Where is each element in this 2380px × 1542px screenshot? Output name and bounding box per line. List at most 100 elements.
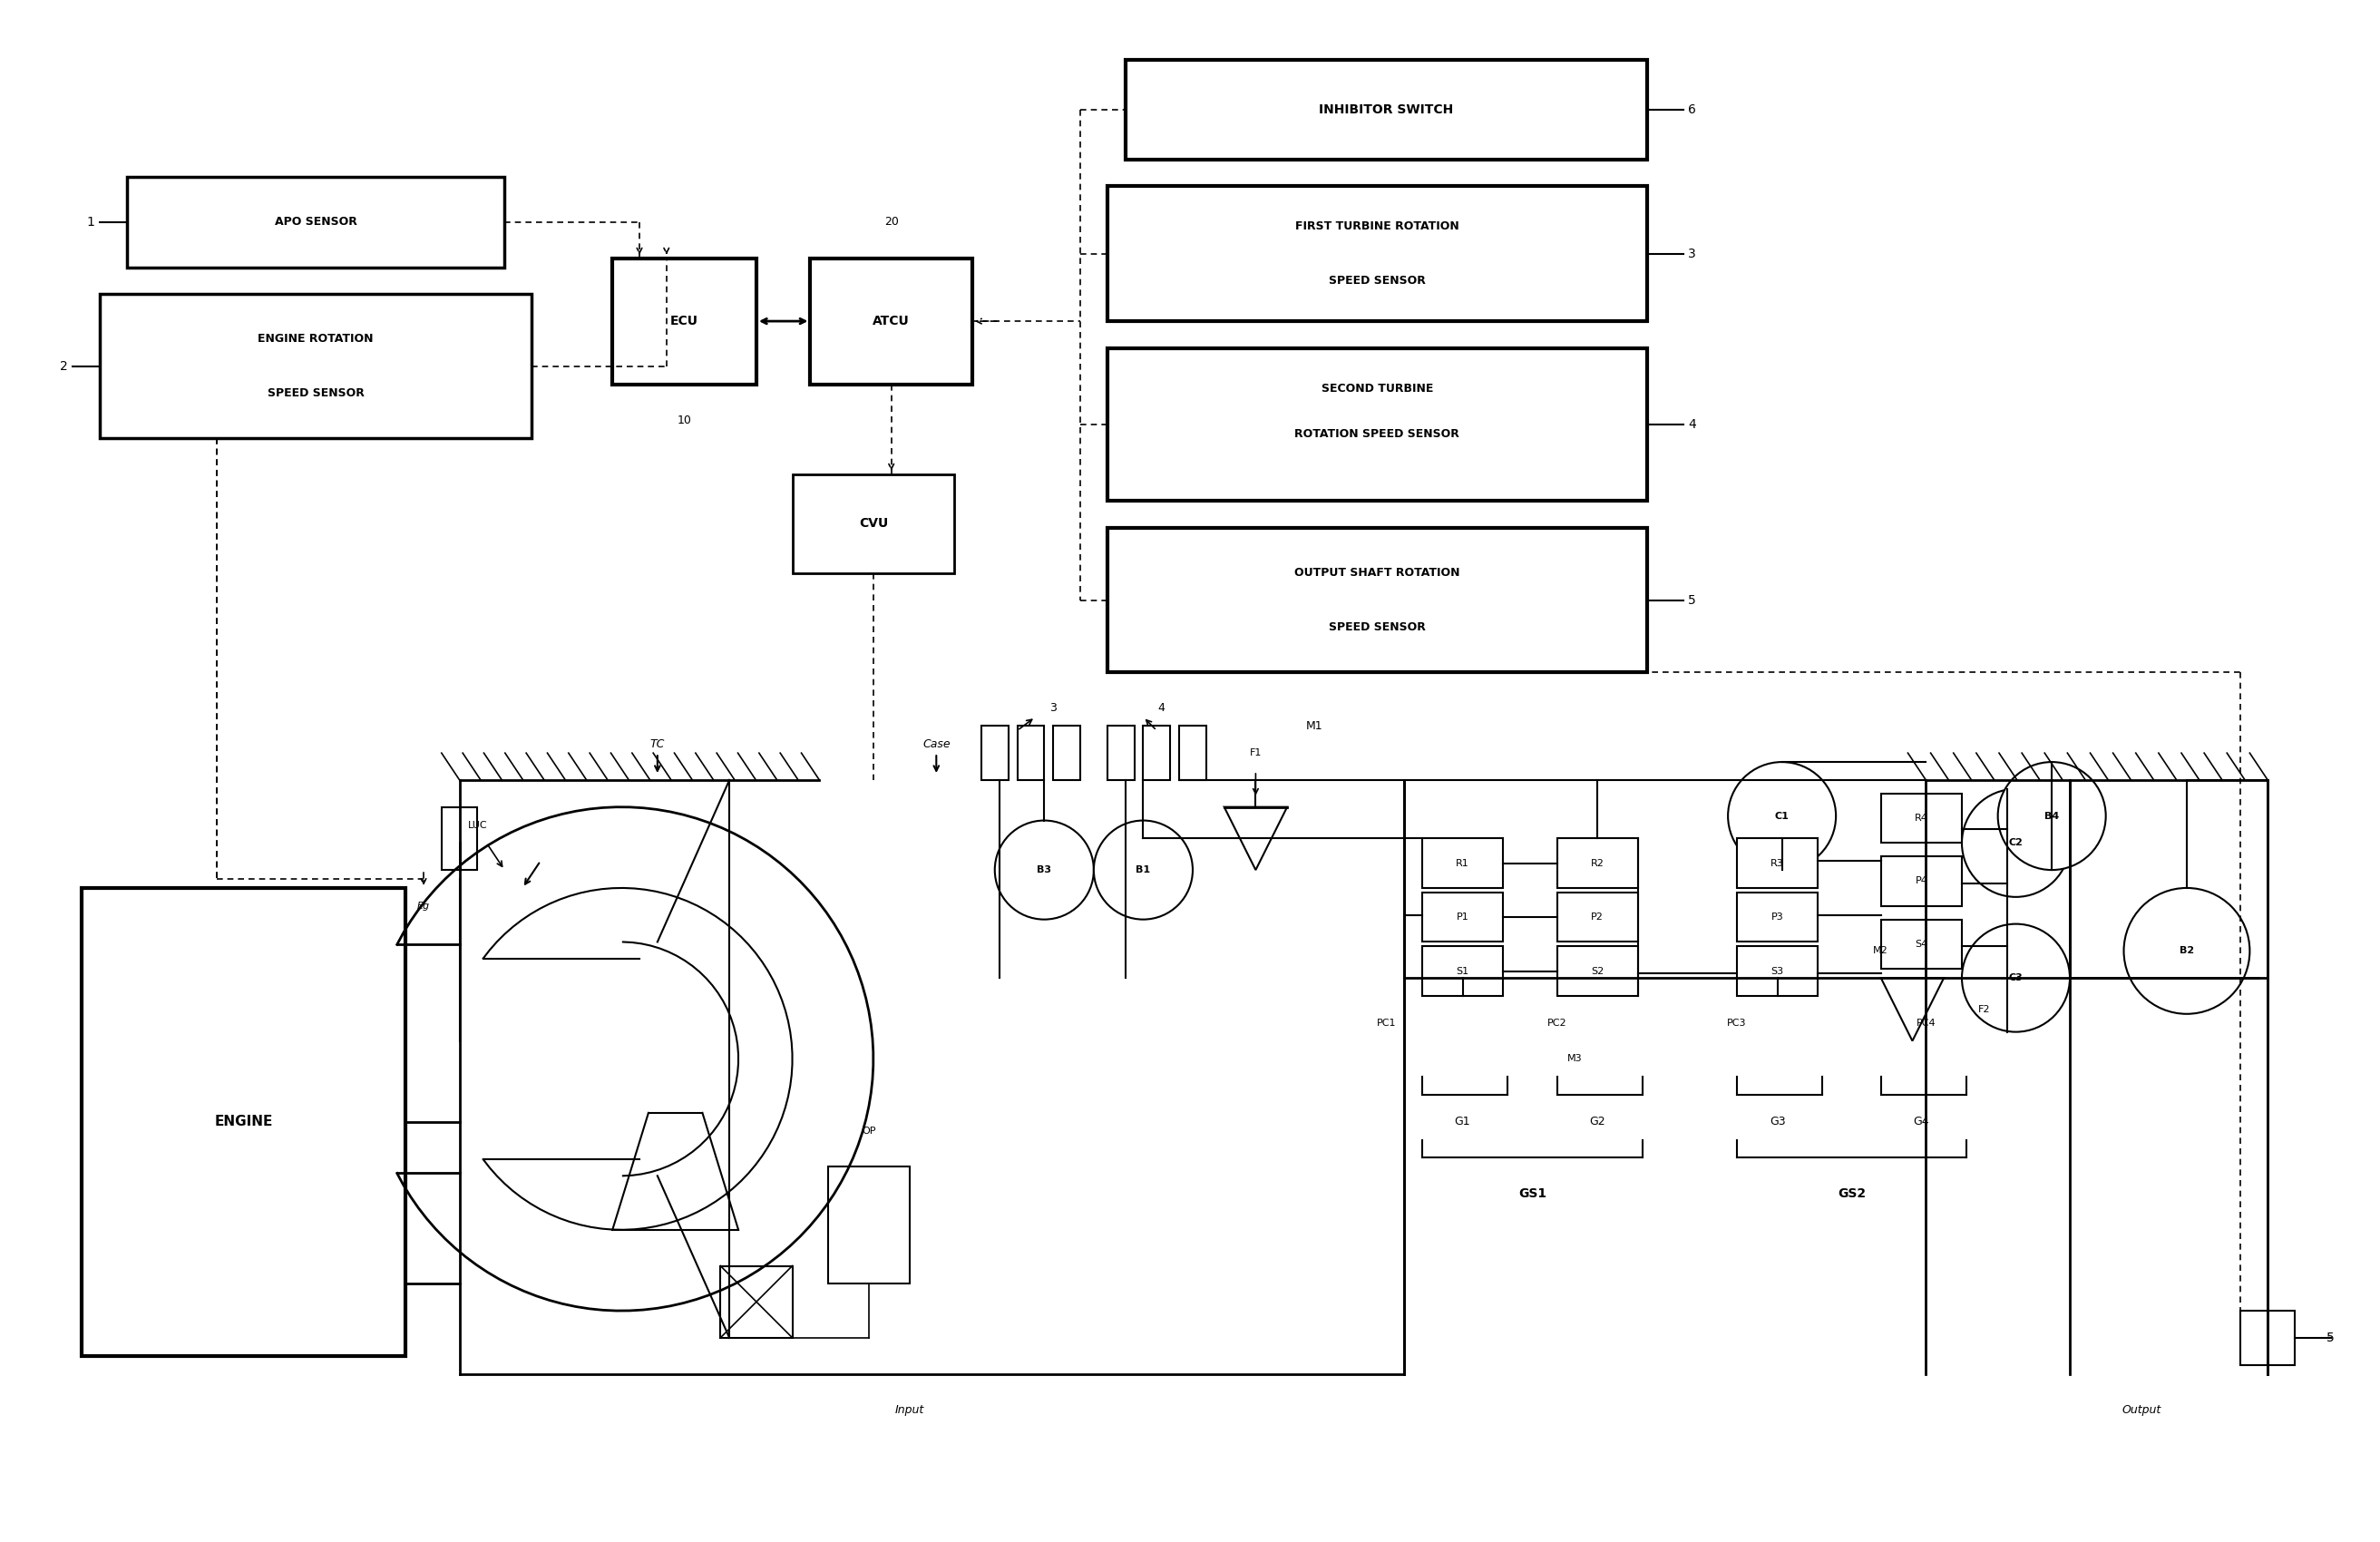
Text: P3: P3 bbox=[1771, 913, 1783, 922]
Bar bbox=[443, 806, 478, 870]
Text: SECOND TURBINE: SECOND TURBINE bbox=[1321, 382, 1433, 395]
Text: SPEED SENSOR: SPEED SENSOR bbox=[1328, 274, 1426, 287]
Bar bbox=[1880, 919, 1961, 968]
Text: M3: M3 bbox=[1568, 1055, 1583, 1064]
Text: OUTPUT SHAFT ROTATION: OUTPUT SHAFT ROTATION bbox=[1295, 567, 1459, 578]
Text: GS1: GS1 bbox=[1518, 1187, 1547, 1200]
Bar bbox=[721, 1266, 793, 1338]
Text: 20: 20 bbox=[883, 216, 900, 228]
Text: ATCU: ATCU bbox=[873, 315, 909, 327]
Text: C1: C1 bbox=[1775, 811, 1790, 820]
Polygon shape bbox=[1223, 806, 1288, 870]
Text: M2: M2 bbox=[1873, 947, 1887, 956]
Text: 4: 4 bbox=[1157, 702, 1164, 714]
Bar bbox=[1737, 893, 1818, 942]
Text: R3: R3 bbox=[1771, 859, 1785, 868]
Text: F2: F2 bbox=[1978, 1005, 1990, 1015]
Circle shape bbox=[1997, 762, 2106, 870]
Text: 4: 4 bbox=[1687, 418, 1697, 430]
Text: Case: Case bbox=[923, 739, 950, 749]
Text: INHIBITOR SWITCH: INHIBITOR SWITCH bbox=[1319, 103, 1454, 116]
Circle shape bbox=[1961, 924, 2071, 1032]
Bar bbox=[1423, 947, 1504, 996]
Text: F1: F1 bbox=[1250, 748, 1261, 757]
Text: R4: R4 bbox=[1914, 814, 1928, 823]
Text: C3: C3 bbox=[2009, 973, 2023, 982]
Text: C2: C2 bbox=[2009, 839, 2023, 848]
Text: PC3: PC3 bbox=[1728, 1018, 1747, 1027]
Circle shape bbox=[1728, 762, 1835, 870]
Text: Input: Input bbox=[895, 1403, 923, 1416]
Bar bbox=[1423, 839, 1504, 888]
Text: S2: S2 bbox=[1592, 967, 1604, 976]
Text: B2: B2 bbox=[2180, 947, 2194, 956]
Bar bbox=[81, 888, 405, 1355]
Text: SPEED SENSOR: SPEED SENSOR bbox=[267, 387, 364, 399]
Bar bbox=[828, 1167, 909, 1284]
Text: G2: G2 bbox=[1590, 1116, 1606, 1127]
Circle shape bbox=[2123, 888, 2249, 1015]
Text: PC4: PC4 bbox=[1916, 1018, 1935, 1027]
Bar bbox=[1107, 187, 1647, 321]
Bar bbox=[612, 258, 757, 384]
Bar bbox=[1737, 947, 1818, 996]
Text: S4: S4 bbox=[1916, 939, 1928, 948]
Bar bbox=[809, 258, 973, 384]
Text: P2: P2 bbox=[1592, 913, 1604, 922]
Bar bbox=[100, 295, 531, 438]
Text: B3: B3 bbox=[1038, 865, 1052, 874]
Text: CVU: CVU bbox=[859, 517, 888, 530]
Bar bbox=[1142, 726, 1171, 780]
Text: G4: G4 bbox=[1914, 1116, 1930, 1127]
Text: ENGINE ROTATION: ENGINE ROTATION bbox=[257, 333, 374, 345]
Circle shape bbox=[995, 820, 1095, 919]
Text: 3: 3 bbox=[1050, 702, 1057, 714]
Bar bbox=[1054, 726, 1081, 780]
Text: APO SENSOR: APO SENSOR bbox=[274, 216, 357, 228]
Text: S1: S1 bbox=[1457, 967, 1468, 976]
Bar bbox=[1557, 839, 1637, 888]
Bar bbox=[1178, 726, 1207, 780]
Text: Eg: Eg bbox=[416, 902, 431, 910]
Text: 10: 10 bbox=[678, 415, 693, 426]
Bar bbox=[126, 177, 505, 267]
Text: 5: 5 bbox=[2328, 1331, 2335, 1345]
Bar bbox=[1737, 839, 1818, 888]
Bar bbox=[1107, 527, 1647, 672]
Polygon shape bbox=[1880, 978, 1944, 1041]
Bar bbox=[1880, 856, 1961, 907]
Bar bbox=[1423, 893, 1504, 942]
Text: R2: R2 bbox=[1590, 859, 1604, 868]
Text: 6: 6 bbox=[1687, 103, 1697, 116]
Text: ENGINE: ENGINE bbox=[214, 1115, 274, 1129]
Text: OP: OP bbox=[862, 1126, 876, 1135]
Text: LUC: LUC bbox=[469, 820, 488, 830]
Bar bbox=[1126, 60, 1647, 159]
Text: PC2: PC2 bbox=[1547, 1018, 1566, 1027]
Text: P4: P4 bbox=[1916, 877, 1928, 885]
Bar bbox=[1107, 726, 1135, 780]
Bar bbox=[793, 473, 954, 574]
Text: G1: G1 bbox=[1454, 1116, 1471, 1127]
Text: P1: P1 bbox=[1457, 913, 1468, 922]
Circle shape bbox=[1095, 820, 1192, 919]
Text: SPEED SENSOR: SPEED SENSOR bbox=[1328, 621, 1426, 632]
Text: GS2: GS2 bbox=[1837, 1187, 1866, 1200]
Bar bbox=[1880, 794, 1961, 843]
Text: ECU: ECU bbox=[671, 315, 697, 327]
Text: Output: Output bbox=[2123, 1403, 2161, 1416]
Bar bbox=[1557, 893, 1637, 942]
Text: 5: 5 bbox=[1687, 594, 1697, 606]
Circle shape bbox=[1961, 790, 2071, 897]
Text: TC: TC bbox=[650, 739, 664, 749]
Text: B1: B1 bbox=[1135, 865, 1150, 874]
Text: B4: B4 bbox=[2044, 811, 2059, 820]
Text: ROTATION SPEED SENSOR: ROTATION SPEED SENSOR bbox=[1295, 427, 1459, 439]
Bar bbox=[1016, 726, 1045, 780]
Text: M1: M1 bbox=[1307, 720, 1323, 732]
Text: S3: S3 bbox=[1771, 967, 1785, 976]
Text: G3: G3 bbox=[1768, 1116, 1785, 1127]
Text: PC1: PC1 bbox=[1376, 1018, 1395, 1027]
Text: 1: 1 bbox=[86, 216, 95, 228]
Bar bbox=[2240, 1311, 2294, 1365]
